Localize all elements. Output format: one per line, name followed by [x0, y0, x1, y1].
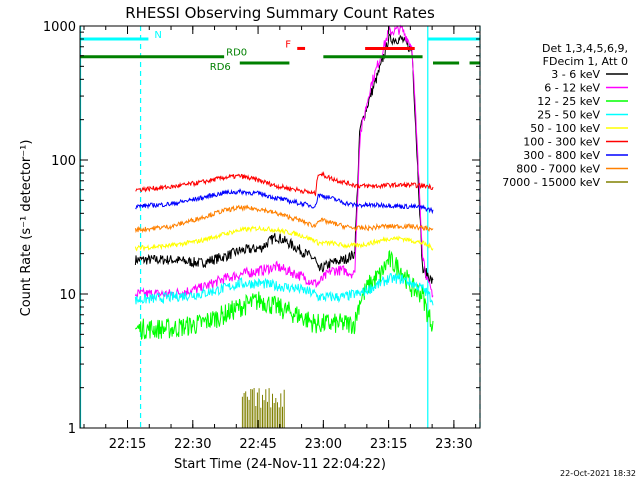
- flag-label: RD6: [210, 62, 231, 73]
- timestamp: 22-Oct-2021 18:32: [560, 469, 636, 478]
- legend: Det 1,3,4,5,6,9,FDecim 1, Att 03 - 6 keV…: [502, 42, 628, 189]
- legend-entry: 100 - 300 keV: [523, 136, 600, 149]
- x-tick-label: 23:00: [305, 437, 342, 452]
- series-line: [134, 225, 434, 252]
- series-line: [134, 204, 434, 234]
- flag-label: RD0: [226, 48, 247, 59]
- legend-entry: 6 - 12 keV: [544, 82, 600, 95]
- y-tick-label: 1000: [43, 20, 76, 35]
- series-group: [134, 24, 434, 428]
- x-axis-label: Start Time (24-Nov-11 22:04:22): [174, 457, 386, 472]
- legend-entry: 12 - 25 keV: [537, 95, 600, 108]
- flag-label: N: [154, 30, 161, 41]
- x-tick-label: 23:15: [370, 437, 407, 452]
- series-line: [135, 171, 434, 197]
- legend-entry: 25 - 50 keV: [537, 109, 600, 122]
- flag-label: F: [285, 39, 291, 50]
- legend-title: FDecim 1, Att 0: [543, 55, 628, 68]
- legend-entry: 300 - 800 keV: [523, 149, 600, 162]
- legend-entry: 3 - 6 keV: [551, 68, 600, 81]
- x-tick-label: 22:30: [174, 437, 211, 452]
- series-line: [134, 249, 434, 341]
- axes: 22:15 22:30 22:45 23:00 23:15 23:30 1 10 100 1000: [43, 20, 481, 452]
- chart-title: RHESSI Observing Summary Count Rates: [125, 4, 435, 22]
- legend-entry: 50 - 100 keV: [530, 122, 600, 135]
- y-tick-label: 10: [59, 288, 76, 303]
- y-axis-label: Count Rate (s⁻¹ detector⁻¹): [19, 140, 34, 317]
- legend-title: Det 1,3,4,5,6,9,: [542, 42, 628, 55]
- series-line: [134, 272, 434, 306]
- flag-bars: N F RD0 RD6: [80, 30, 480, 73]
- x-tick-label: 23:30: [435, 437, 472, 452]
- x-tick-label: 22:45: [239, 437, 276, 452]
- y-tick-label: 1: [68, 422, 76, 437]
- y-tick-label: 100: [51, 154, 76, 169]
- legend-entry: 800 - 7000 keV: [516, 163, 600, 176]
- legend-entry: 7000 - 15000 keV: [502, 176, 600, 189]
- series-line: [135, 188, 434, 215]
- series-line: [241, 388, 285, 428]
- series-line: [134, 32, 434, 284]
- x-tick-label: 22:15: [109, 437, 146, 452]
